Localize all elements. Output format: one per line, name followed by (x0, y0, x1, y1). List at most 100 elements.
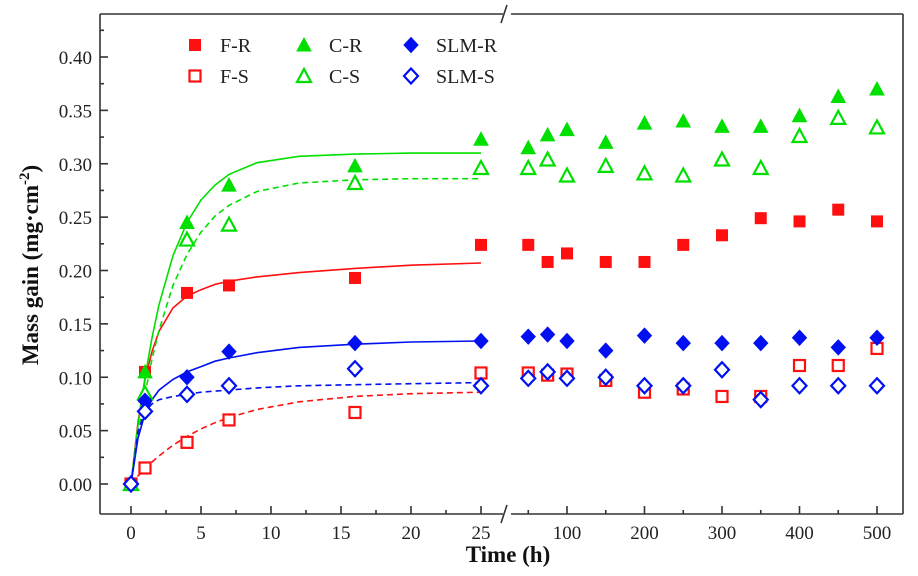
point-slm-s (346, 359, 364, 378)
point-slm-r (539, 326, 556, 343)
y-tick-label: 0.30 (59, 155, 92, 176)
legend-item-f-r: F-R (189, 35, 252, 57)
point-c-s (558, 166, 576, 183)
point-c-s (635, 164, 654, 181)
point-f-r (223, 279, 235, 292)
point-c-s (346, 173, 364, 191)
legend-marker-c-r (296, 36, 312, 52)
point-f-r (677, 238, 690, 251)
point-slm-r (753, 334, 769, 352)
point-f-r (522, 238, 535, 251)
legend-item-f-s: F-S (188, 66, 249, 88)
legend-label: SLM-S (436, 66, 495, 88)
point-c-r (347, 157, 363, 173)
y-tick-label: 0.00 (59, 475, 92, 496)
point-slm-s (519, 369, 537, 388)
series-f-s (124, 341, 884, 491)
x-tick-label: 500 (863, 523, 892, 544)
point-slm-s (752, 390, 770, 409)
series-slm-r (123, 326, 885, 493)
point-f-s (715, 389, 729, 404)
y-tick-label: 0.05 (59, 422, 92, 443)
point-slm-s (220, 376, 238, 395)
y-tick-label: 0.10 (59, 368, 92, 389)
point-c-s (790, 126, 809, 144)
point-slm-s (597, 368, 615, 387)
x-tick-label: 0 (126, 523, 136, 544)
x-tick-label: 300 (708, 523, 737, 544)
point-c-r (714, 118, 730, 133)
point-c-s (596, 156, 615, 173)
point-f-r (754, 212, 767, 225)
point-slm-s (558, 369, 576, 388)
legend-label: F-R (220, 35, 252, 57)
fit-curves (130, 152, 482, 485)
y-axis-title-close: ) (18, 165, 43, 173)
point-f-r (349, 271, 361, 284)
x-tick-label: 25 (472, 523, 491, 544)
x-tick-label: 400 (785, 523, 814, 544)
point-slm-r (869, 329, 885, 346)
point-slm-r (559, 332, 575, 350)
axis-break-mark (500, 4, 508, 24)
point-c-r (179, 214, 195, 229)
axes: 0.00 0.05 0.10 0.15 0.20 0.25 0.30 0.35 0.40 0 5 10… (59, 4, 904, 544)
point-slm-s (829, 376, 847, 395)
x-axis-title: Time (h) (466, 542, 551, 567)
x-tick-label: 15 (332, 523, 351, 544)
point-c-s (713, 150, 731, 167)
point-f-r (871, 215, 883, 228)
point-f-s (180, 435, 194, 449)
point-c-r (869, 80, 885, 96)
point-f-r (638, 255, 651, 268)
point-c-r (597, 134, 614, 149)
point-c-r (636, 115, 653, 130)
legend-item-c-s: C-S (295, 66, 360, 88)
point-c-s (178, 230, 196, 247)
y-tick-label: 0.20 (59, 262, 92, 283)
point-slm-r (473, 332, 489, 350)
series-f-r (125, 203, 883, 490)
point-c-s (519, 158, 538, 176)
x-tick-label: 200 (630, 523, 659, 544)
point-c-r (675, 112, 692, 128)
series-c-s (122, 108, 886, 492)
point-slm-r (520, 328, 536, 345)
point-c-s (674, 166, 693, 183)
point-c-r (473, 131, 489, 146)
point-slm-s (635, 376, 654, 395)
point-c-r (830, 88, 847, 103)
point-f-r (181, 286, 193, 299)
x-tick-label: 100 (553, 523, 582, 544)
point-slm-r (347, 334, 363, 352)
series-c-r (123, 80, 885, 491)
point-slm-s (674, 376, 692, 395)
legend-marker-slm-r (403, 36, 419, 54)
legend-label: F-S (220, 66, 249, 88)
point-slm-r (675, 334, 691, 352)
point-slm-r (830, 339, 846, 356)
y-axis-title-main: Mass gain (mg·cm (18, 185, 43, 365)
point-f-s (831, 358, 845, 373)
x-tick-label: 20 (402, 523, 421, 544)
x-tick-label: 5 (196, 523, 206, 544)
point-slm-r (179, 369, 195, 386)
point-f-r (561, 247, 573, 260)
legend: F-R C-R SLM-R F-S C-S SLM-S (188, 35, 498, 88)
legend-marker-f-r (189, 39, 201, 51)
point-slm-r (636, 327, 653, 344)
point-c-r (221, 177, 237, 192)
point-c-s (751, 158, 770, 176)
point-c-s (868, 118, 886, 135)
point-slm-r (598, 342, 614, 359)
legend-label: C-S (329, 66, 360, 88)
data-points (122, 80, 886, 494)
point-slm-s (472, 376, 490, 395)
point-c-r (520, 139, 537, 155)
point-f-r (716, 229, 728, 242)
legend-marker-slm-s (402, 66, 420, 86)
point-c-r (539, 126, 556, 142)
point-f-r (832, 203, 845, 216)
point-slm-s (868, 376, 886, 395)
